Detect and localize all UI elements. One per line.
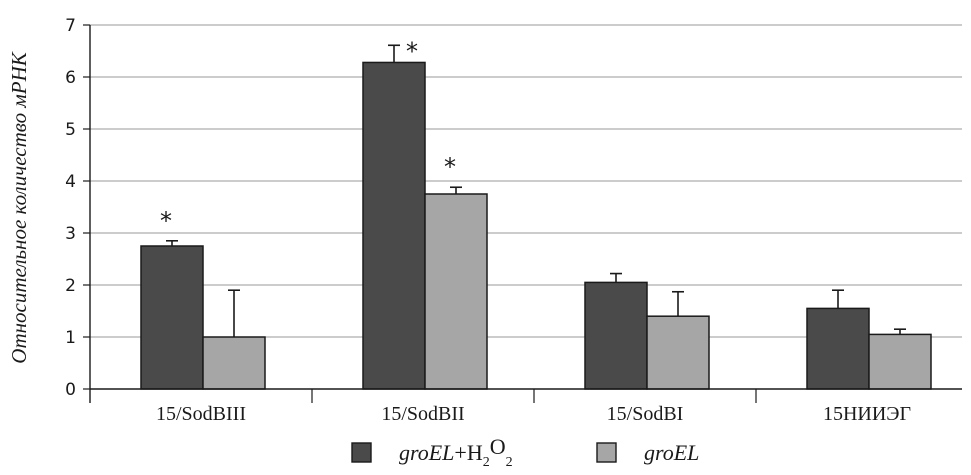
x-tick-label: 15/SodBII: [381, 403, 464, 425]
legend-label-groel: groEL: [644, 440, 699, 465]
bar-groel: [868, 333, 932, 390]
y-tick-label: 3: [65, 224, 76, 244]
bar-groel: [646, 315, 710, 390]
y-tick-label: 7: [65, 16, 76, 36]
y-tick-label: 0: [65, 380, 76, 400]
x-tick-label: 15/SodBIII: [156, 403, 246, 425]
significance-marker: *: [444, 153, 456, 181]
bar-groel: [202, 336, 266, 390]
legend: groEL+H2O2 groEL: [351, 434, 699, 470]
bar-groel-h2o2: [362, 61, 426, 390]
bar-groel: [424, 193, 488, 390]
y-tick-label: 5: [65, 120, 76, 140]
legend-label-groel-h2o2: groEL+H2O2: [399, 434, 513, 470]
x-tick-label: 15НИИЭГ: [823, 403, 911, 425]
bars: [140, 44, 932, 390]
y-tick-label: 1: [65, 328, 76, 348]
significance-marker: *: [406, 37, 418, 65]
bar-groel-h2o2: [806, 307, 870, 390]
y-tick-label: 2: [65, 276, 76, 296]
bar-groel-h2o2: [584, 281, 648, 390]
x-tick-label: 15/SodBI: [607, 403, 684, 425]
significance-marker: *: [160, 207, 172, 235]
y-tick-label: 6: [65, 68, 76, 88]
bar-groel-h2o2: [140, 245, 204, 390]
y-tick-label: 4: [65, 172, 76, 192]
legend-swatch-groel: [596, 442, 617, 463]
labels: 0 1 2 3 4 5 6 7 15/SodBIII 15/SodBII 15/SodBI 15НИИ…: [65, 16, 911, 425]
gridlines: [90, 24, 962, 338]
axes: [83, 24, 962, 403]
y-axis-title: Относительное количество мРНК: [7, 51, 31, 363]
legend-swatch-groel-h2o2: [351, 442, 372, 463]
